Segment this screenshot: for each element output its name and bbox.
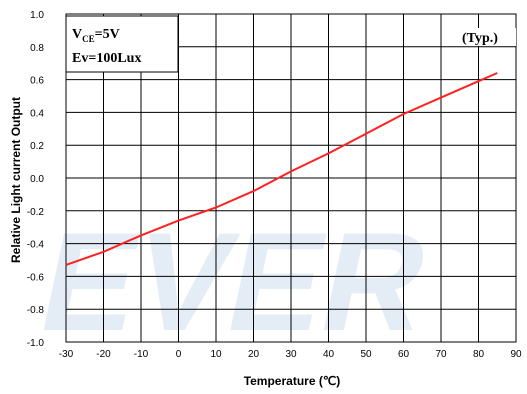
- x-tick-label: 90: [510, 349, 522, 360]
- y-tick-label: 0.4: [30, 108, 44, 119]
- y-tick-label: -1.0: [27, 338, 45, 349]
- x-tick-label: 70: [435, 349, 447, 360]
- x-tick-label: -20: [96, 349, 111, 360]
- x-tick-label: 40: [323, 349, 335, 360]
- series-layer: [65, 72, 498, 266]
- x-tick-label: 50: [360, 349, 372, 360]
- y-tick-label: -0.4: [27, 240, 45, 251]
- condition-box: VCE=5V Ev=100Lux: [65, 15, 179, 73]
- x-tick-label: 60: [398, 349, 410, 360]
- condition-ev-label: Ev=100Lux: [72, 51, 141, 66]
- y-tick-label: 0.0: [30, 174, 44, 185]
- y-tick-labels: 1.0 0.8 0.6 0.4 0.2 0.0 -0.2 -0.4 -0.6 -0.8 -1.0: [27, 10, 45, 349]
- y-tick-label: 0.2: [30, 141, 44, 152]
- x-tick-label: -10: [134, 349, 149, 360]
- x-tick-label: 80: [473, 349, 485, 360]
- y-tick-label: -0.2: [27, 207, 45, 218]
- x-tick-labels: -30 -20 -10 0 10 20 30 40 50 60 70 80 90: [59, 349, 522, 360]
- x-axis-title: Temperature (℃): [244, 374, 341, 388]
- typ-label-bg: [456, 28, 516, 46]
- typ-label: (Typ.): [462, 31, 498, 46]
- x-tick-label: 10: [210, 349, 222, 360]
- y-axis-title: Relative Light current Output: [9, 97, 23, 263]
- y-tick-label: -0.8: [27, 305, 45, 316]
- condition-box-frame: [65, 15, 179, 73]
- x-tick-label: 0: [176, 349, 182, 360]
- y-tick-label: 1.0: [30, 10, 44, 21]
- watermark-text: EVER: [28, 204, 442, 360]
- x-tick-label: 20: [248, 349, 260, 360]
- condition-vce-label: VCE=5V: [72, 27, 120, 44]
- y-tick-label: -0.6: [27, 272, 45, 283]
- x-tick-label: -30: [59, 349, 74, 360]
- plot-border: [65, 13, 517, 343]
- series-line: [65, 72, 498, 266]
- x-tick-label: 30: [285, 349, 297, 360]
- y-tick-label: 0.6: [30, 76, 44, 87]
- y-tick-label: 0.8: [30, 43, 44, 54]
